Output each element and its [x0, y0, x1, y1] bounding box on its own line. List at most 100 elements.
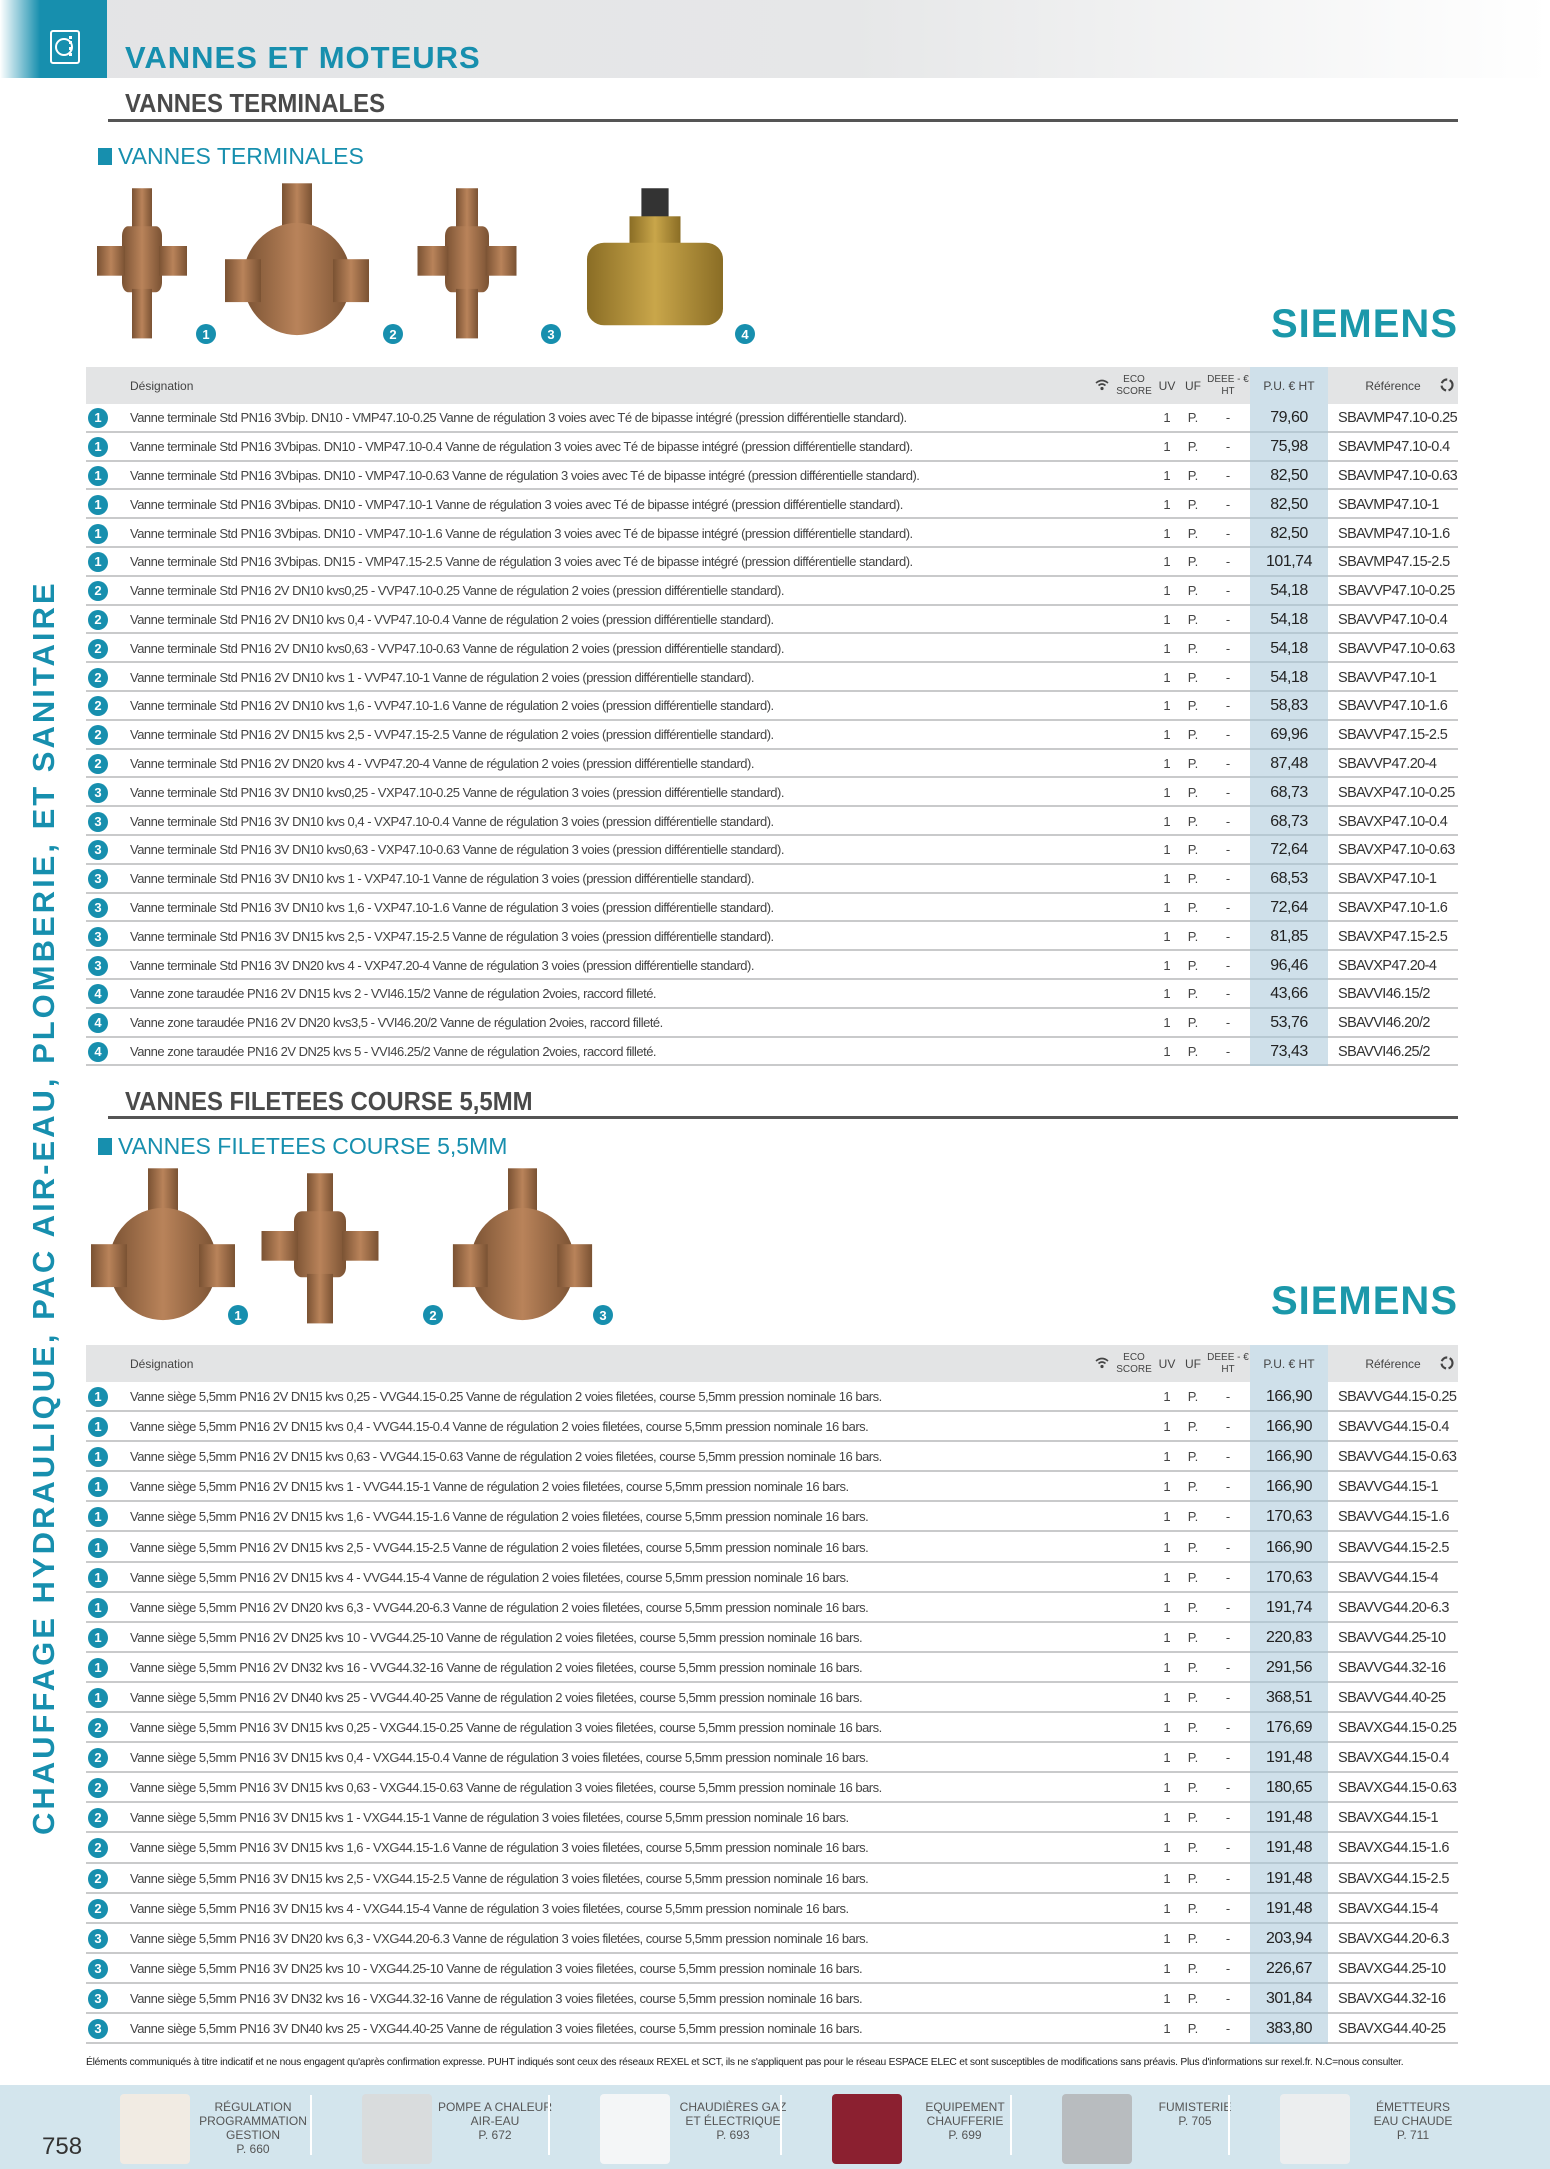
table-row[interactable]: 1 Vanne siège 5,5mm PN16 2V DN40 kvs 25 …	[86, 1682, 1458, 1714]
table-row[interactable]: 1 Vanne siège 5,5mm PN16 2V DN15 kvs 2,5…	[86, 1532, 1458, 1563]
table-row[interactable]: 4 Vanne zone taraudée PN16 2V DN20 kvs3,…	[86, 1008, 1458, 1038]
reference[interactable]: SBAVXG44.32-16	[1328, 1984, 1458, 2014]
reference[interactable]: SBAVVG44.32-16	[1328, 1653, 1458, 1683]
table-row[interactable]: 4 Vanne zone taraudée PN16 2V DN25 kvs 5…	[86, 1037, 1458, 1067]
reference[interactable]: SBAVXP47.20-4	[1328, 951, 1458, 980]
reference[interactable]: SBAVVG44.15-0.63	[1328, 1442, 1458, 1472]
table-row[interactable]: 3 Vanne siège 5,5mm PN16 3V DN20 kvs 6,3…	[86, 1923, 1458, 1954]
footer-category-link[interactable]: POMPE A CHALEUR AIR-EAU P. 672	[330, 2088, 560, 2166]
table-row[interactable]: 3 Vanne terminale Std PN16 3V DN20 kvs 4…	[86, 951, 1458, 980]
table-row[interactable]: 1 Vanne terminale Std PN16 3Vbipas. DN10…	[86, 519, 1458, 548]
table-row[interactable]: 2 Vanne terminale Std PN16 2V DN10 kvs 0…	[86, 605, 1458, 635]
reference[interactable]: SBAVVG44.15-1.6	[1328, 1502, 1458, 1532]
table-row[interactable]: 2 Vanne siège 5,5mm PN16 3V DN15 kvs 4 -…	[86, 1893, 1458, 1924]
reference[interactable]: SBAVVG44.15-2.5	[1328, 1532, 1458, 1562]
reference[interactable]: SBAVVG44.15-0.4	[1328, 1412, 1458, 1442]
reference[interactable]: SBAVVG44.25-10	[1328, 1623, 1458, 1653]
reference[interactable]: SBAVXG44.15-1.6	[1328, 1833, 1458, 1863]
table-row[interactable]: 1 Vanne siège 5,5mm PN16 2V DN25 kvs 10 …	[86, 1622, 1458, 1653]
table-row[interactable]: 2 Vanne siège 5,5mm PN16 3V DN15 kvs 0,2…	[86, 1713, 1458, 1744]
footer-category-link[interactable]: CHAUDIÈRES GAZ ET ÉLECTRIQUE P. 693	[568, 2088, 798, 2166]
reference[interactable]: SBAVVG44.15-4	[1328, 1563, 1458, 1593]
table-row[interactable]: 2 Vanne terminale Std PN16 2V DN15 kvs 2…	[86, 720, 1458, 750]
reference[interactable]: SBAVVG44.15-0.25	[1328, 1382, 1458, 1412]
section-title: VANNES TERMINALES	[125, 88, 386, 118]
footer-category-link[interactable]: ÉMETTEURS EAU CHAUDE P. 711	[1248, 2088, 1478, 2166]
reference[interactable]: SBAVMP47.10-1	[1328, 490, 1458, 519]
table-row[interactable]: 2 Vanne siège 5,5mm PN16 3V DN15 kvs 1,6…	[86, 1833, 1458, 1864]
table-row[interactable]: 3 Vanne siège 5,5mm PN16 3V DN32 kvs 16 …	[86, 1983, 1458, 2014]
reference[interactable]: SBAVXG44.15-0.25	[1328, 1713, 1458, 1743]
reference[interactable]: SBAVVP47.10-1.6	[1328, 692, 1458, 721]
table-row[interactable]: 1 Vanne siège 5,5mm PN16 2V DN15 kvs 4 -…	[86, 1562, 1458, 1593]
reference[interactable]: SBAVXP47.10-1	[1328, 865, 1458, 894]
table-row[interactable]: 2 Vanne terminale Std PN16 2V DN20 kvs 4…	[86, 749, 1458, 779]
table-row[interactable]: 3 Vanne terminale Std PN16 3V DN10 kvs 1…	[86, 864, 1458, 894]
reference[interactable]: SBAVVP47.15-2.5	[1328, 721, 1458, 750]
uv: 1	[1154, 1743, 1180, 1773]
reference[interactable]: SBAVXG44.20-6.3	[1328, 1924, 1458, 1954]
reference[interactable]: SBAVXP47.10-0.25	[1328, 778, 1458, 807]
table-row[interactable]: 1 Vanne siège 5,5mm PN16 2V DN15 kvs 0,2…	[86, 1382, 1458, 1413]
reference[interactable]: SBAVXG44.15-1	[1328, 1803, 1458, 1833]
table-row[interactable]: 1 Vanne terminale Std PN16 3Vbipas. DN15…	[86, 547, 1458, 577]
table-row[interactable]: 4 Vanne zone taraudée PN16 2V DN15 kvs 2…	[86, 979, 1458, 1009]
reference[interactable]: SBAVXG44.15-2.5	[1328, 1864, 1458, 1894]
table-row[interactable]: 2 Vanne siège 5,5mm PN16 3V DN15 kvs 2,5…	[86, 1863, 1458, 1894]
reference[interactable]: SBAVXP47.10-0.4	[1328, 807, 1458, 836]
table-row[interactable]: 3 Vanne terminale Std PN16 3V DN10 kvs 0…	[86, 807, 1458, 836]
reference[interactable]: SBAVMP47.10-0.25	[1328, 404, 1458, 433]
reference[interactable]: SBAVXG44.25-10	[1328, 1954, 1458, 1984]
reference[interactable]: SBAVXP47.10-0.63	[1328, 836, 1458, 865]
reference[interactable]: SBAVVG44.20-6.3	[1328, 1593, 1458, 1623]
reference[interactable]: SBAVMP47.10-1.6	[1328, 519, 1458, 548]
footer-category-link[interactable]: RÉGULATION PROGRAMMATION GESTION P. 660	[88, 2088, 318, 2166]
table-row[interactable]: 1 Vanne siège 5,5mm PN16 2V DN15 kvs 0,6…	[86, 1442, 1458, 1473]
reference[interactable]: SBAVVG44.40-25	[1328, 1683, 1458, 1713]
table-row[interactable]: 1 Vanne terminale Std PN16 3Vbipas. DN10…	[86, 490, 1458, 520]
reference[interactable]: SBAVVI46.25/2	[1328, 1038, 1458, 1067]
reference[interactable]: SBAVVP47.10-0.25	[1328, 577, 1458, 606]
table-row[interactable]: 1 Vanne terminale Std PN16 3Vbipas. DN10…	[86, 432, 1458, 462]
reference[interactable]: SBAVXG44.15-4	[1328, 1894, 1458, 1924]
reference[interactable]: SBAVVP47.20-4	[1328, 750, 1458, 779]
reference[interactable]: SBAVMP47.10-0.63	[1328, 462, 1458, 491]
reference[interactable]: SBAVVG44.15-1	[1328, 1472, 1458, 1502]
table-row[interactable]: 2 Vanne terminale Std PN16 2V DN10 kvs 1…	[86, 663, 1458, 692]
reference[interactable]: SBAVXP47.15-2.5	[1328, 922, 1458, 951]
table-row[interactable]: 1 Vanne siège 5,5mm PN16 2V DN32 kvs 16 …	[86, 1652, 1458, 1683]
product-number-badge: 1	[88, 1597, 108, 1618]
table-row[interactable]: 2 Vanne siège 5,5mm PN16 3V DN15 kvs 0,6…	[86, 1773, 1458, 1804]
table-row[interactable]: 1 Vanne siège 5,5mm PN16 2V DN15 kvs 1 -…	[86, 1472, 1458, 1503]
table-row[interactable]: 1 Vanne terminale Std PN16 3Vbip. DN10 -…	[86, 404, 1458, 433]
table-row[interactable]: 3 Vanne terminale Std PN16 3V DN15 kvs 2…	[86, 922, 1458, 952]
reference[interactable]: SBAVXP47.10-1.6	[1328, 894, 1458, 923]
table-row[interactable]: 2 Vanne terminale Std PN16 2V DN10 kvs 1…	[86, 691, 1458, 721]
reference[interactable]: SBAVMP47.10-0.4	[1328, 433, 1458, 462]
table-row[interactable]: 3 Vanne siège 5,5mm PN16 3V DN40 kvs 25 …	[86, 2013, 1458, 2045]
table-row[interactable]: 3 Vanne siège 5,5mm PN16 3V DN25 kvs 10 …	[86, 1953, 1458, 1984]
table-row[interactable]: 1 Vanne siège 5,5mm PN16 2V DN20 kvs 6,3…	[86, 1592, 1458, 1623]
reference[interactable]: SBAVVP47.10-0.63	[1328, 634, 1458, 663]
reference[interactable]: SBAVXG44.40-25	[1328, 2014, 1458, 2044]
table-row[interactable]: 3 Vanne terminale Std PN16 3V DN10 kvs 1…	[86, 893, 1458, 923]
product-number-badge: 2	[88, 753, 108, 774]
reference[interactable]: SBAVVP47.10-1	[1328, 663, 1458, 692]
footer-category-link[interactable]: EQUIPEMENT CHAUFFERIE P. 699	[800, 2088, 1030, 2166]
table-row[interactable]: 1 Vanne siège 5,5mm PN16 2V DN15 kvs 1,6…	[86, 1502, 1458, 1533]
reference[interactable]: SBAVXG44.15-0.4	[1328, 1743, 1458, 1773]
table-row[interactable]: 2 Vanne siège 5,5mm PN16 3V DN15 kvs 0,4…	[86, 1743, 1458, 1774]
reference[interactable]: SBAVXG44.15-0.63	[1328, 1773, 1458, 1803]
table-row[interactable]: 3 Vanne terminale Std PN16 3V DN10 kvs0,…	[86, 778, 1458, 808]
table-row[interactable]: 2 Vanne terminale Std PN16 2V DN10 kvs0,…	[86, 634, 1458, 664]
table-row[interactable]: 2 Vanne terminale Std PN16 2V DN10 kvs0,…	[86, 576, 1458, 606]
reference[interactable]: SBAVVP47.10-0.4	[1328, 606, 1458, 635]
reference[interactable]: SBAVVI46.20/2	[1328, 1009, 1458, 1038]
reference[interactable]: SBAVVI46.15/2	[1328, 980, 1458, 1009]
footer-category-link[interactable]: FUMISTERIE P. 705	[1030, 2088, 1260, 2166]
table-row[interactable]: 1 Vanne terminale Std PN16 3Vbipas. DN10…	[86, 461, 1458, 491]
table-row[interactable]: 3 Vanne terminale Std PN16 3V DN10 kvs0,…	[86, 835, 1458, 865]
table-row[interactable]: 2 Vanne siège 5,5mm PN16 3V DN15 kvs 1 -…	[86, 1803, 1458, 1834]
table-row[interactable]: 1 Vanne siège 5,5mm PN16 2V DN15 kvs 0,4…	[86, 1412, 1458, 1443]
reference[interactable]: SBAVMP47.15-2.5	[1328, 548, 1458, 577]
